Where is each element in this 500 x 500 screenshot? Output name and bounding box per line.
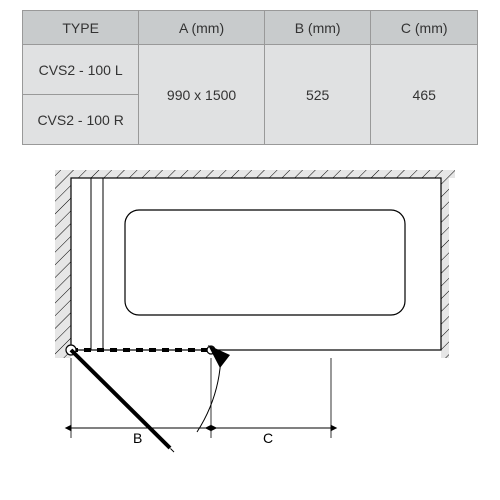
header-a: A (mm) <box>139 11 265 45</box>
header-b: B (mm) <box>264 11 371 45</box>
dimensions-table: TYPE A (mm) B (mm) C (mm) CVS2 - 100 L 9… <box>22 10 478 145</box>
technical-diagram: B C <box>35 170 455 460</box>
wall-left <box>55 170 71 358</box>
wall-right <box>441 170 449 358</box>
table-row: CVS2 - 100 L 990 x 1500 525 465 <box>23 45 478 95</box>
wall-top <box>55 170 455 178</box>
table-header-row: TYPE A (mm) B (mm) C (mm) <box>23 11 478 45</box>
dim-label-b: B <box>133 430 142 446</box>
cell-type1: CVS2 - 100 L <box>23 45 139 95</box>
swing-arc <box>197 355 221 432</box>
header-c: C (mm) <box>371 11 478 45</box>
door-open <box>71 350 170 448</box>
dim-label-c: C <box>263 430 273 446</box>
diagram-svg <box>35 170 455 460</box>
cell-c: 465 <box>371 45 478 145</box>
tub-inner <box>125 210 405 315</box>
cell-a: 990 x 1500 <box>139 45 265 145</box>
cell-type2: CVS2 - 100 R <box>23 95 139 145</box>
cell-b: 525 <box>264 45 371 145</box>
header-type: TYPE <box>23 11 139 45</box>
